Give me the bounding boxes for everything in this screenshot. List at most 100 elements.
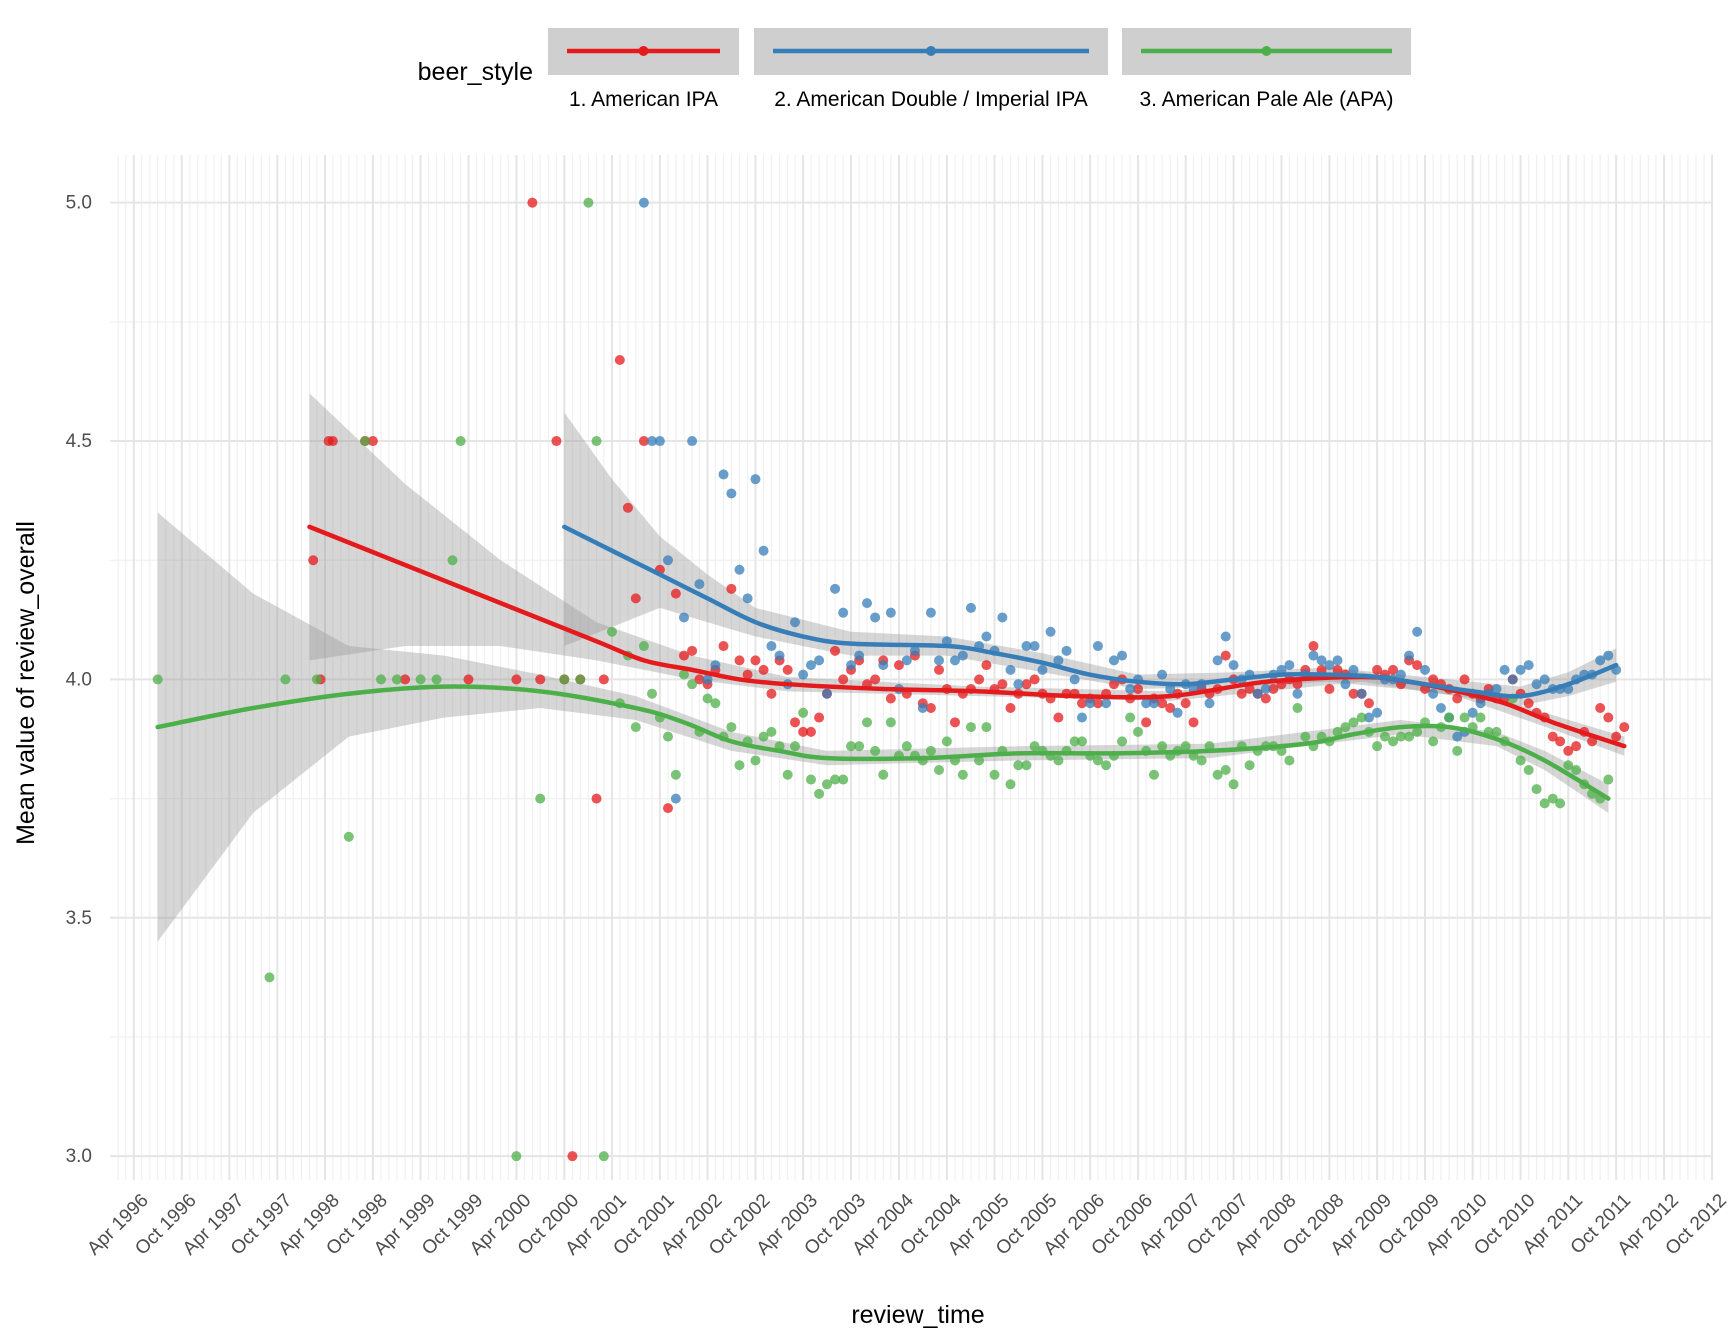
data-point xyxy=(957,650,968,661)
data-point xyxy=(974,674,985,685)
data-point xyxy=(647,688,658,699)
data-point xyxy=(981,660,992,671)
data-point xyxy=(766,726,777,737)
data-point xyxy=(1571,765,1582,775)
data-point xyxy=(814,788,825,799)
data-point xyxy=(591,436,602,447)
legend-label: 1. American IPA xyxy=(569,88,718,111)
legend-label: 2. American Double / Imperial IPA xyxy=(774,88,1088,111)
data-point xyxy=(1252,688,1263,699)
smooth-line xyxy=(562,524,1619,699)
data-point xyxy=(1092,698,1103,709)
data-point xyxy=(1157,698,1168,709)
data-point xyxy=(1220,631,1231,642)
data-point xyxy=(1013,760,1024,771)
data-point xyxy=(885,717,896,728)
data-point xyxy=(327,436,338,447)
data-point xyxy=(1515,755,1526,766)
data-point xyxy=(280,674,291,685)
data-point xyxy=(678,612,689,623)
data-point xyxy=(391,674,402,685)
data-point xyxy=(1165,683,1176,694)
data-point xyxy=(606,626,617,637)
data-point xyxy=(805,774,816,785)
data-point xyxy=(1069,674,1080,685)
data-point xyxy=(710,660,721,671)
data-point xyxy=(830,645,841,656)
data-point xyxy=(821,779,832,790)
data-point xyxy=(647,436,658,447)
data-point xyxy=(1412,726,1423,737)
data-point xyxy=(854,650,865,661)
data-point xyxy=(901,655,912,666)
data-point xyxy=(1076,736,1087,747)
data-point xyxy=(734,655,745,666)
data-point xyxy=(1292,703,1303,714)
data-point xyxy=(1092,641,1103,652)
data-point xyxy=(1141,717,1152,728)
y-tick-label: 4.5 xyxy=(66,431,92,452)
data-point xyxy=(1029,641,1040,652)
data-point xyxy=(598,1151,609,1162)
data-point xyxy=(798,726,809,737)
data-point xyxy=(805,726,816,737)
data-point xyxy=(1459,712,1470,723)
data-point xyxy=(1117,650,1128,661)
data-point xyxy=(1180,698,1191,709)
data-point xyxy=(308,555,319,566)
data-point xyxy=(862,598,873,609)
data-point xyxy=(1348,717,1359,728)
y-tick-label: 5.0 xyxy=(66,193,92,214)
data-point xyxy=(1061,645,1072,656)
data-point xyxy=(846,741,857,752)
data-point xyxy=(1563,745,1574,756)
data-point xyxy=(949,655,960,666)
data-point xyxy=(1356,712,1367,723)
data-point xyxy=(870,745,881,756)
data-point xyxy=(1053,655,1064,666)
data-point xyxy=(575,674,586,685)
data-point xyxy=(1435,703,1446,714)
data-point xyxy=(1148,698,1159,709)
data-point xyxy=(949,717,960,728)
data-point xyxy=(1076,698,1087,709)
data-point xyxy=(1348,688,1359,699)
legend-key-point xyxy=(1261,46,1272,56)
data-point xyxy=(1547,793,1558,804)
data-point xyxy=(1300,731,1311,742)
data-point xyxy=(694,579,705,590)
grid-layer xyxy=(110,155,1713,1180)
y-tick-label: 3.0 xyxy=(66,1146,92,1167)
data-point xyxy=(1475,712,1486,723)
data-point xyxy=(1539,674,1550,685)
x-axis-title: review_time xyxy=(851,1301,984,1329)
data-point xyxy=(742,669,753,680)
legend-title: beer_style xyxy=(418,58,533,86)
confidence-band xyxy=(309,393,1625,756)
data-point xyxy=(1172,707,1183,718)
data-point xyxy=(1228,779,1239,790)
data-point xyxy=(726,488,737,499)
data-point xyxy=(830,774,841,785)
data-point xyxy=(678,669,689,680)
data-point xyxy=(1531,679,1542,690)
data-point xyxy=(782,769,793,780)
y-tick-label: 3.5 xyxy=(66,908,92,929)
data-point xyxy=(838,674,849,685)
data-point xyxy=(1284,660,1295,671)
data-point xyxy=(1013,679,1024,690)
data-point xyxy=(591,793,602,804)
data-point xyxy=(638,436,649,447)
legend-key-point xyxy=(926,46,936,56)
data-point xyxy=(1260,683,1271,694)
data-point xyxy=(694,674,705,685)
data-point xyxy=(925,607,936,618)
data-point xyxy=(1595,703,1606,714)
data-point xyxy=(1515,664,1526,675)
data-point xyxy=(1101,760,1112,771)
data-point xyxy=(511,674,522,685)
data-point xyxy=(917,703,928,714)
data-point xyxy=(702,693,713,704)
smooth-line xyxy=(155,684,1611,801)
data-point xyxy=(1332,655,1343,666)
